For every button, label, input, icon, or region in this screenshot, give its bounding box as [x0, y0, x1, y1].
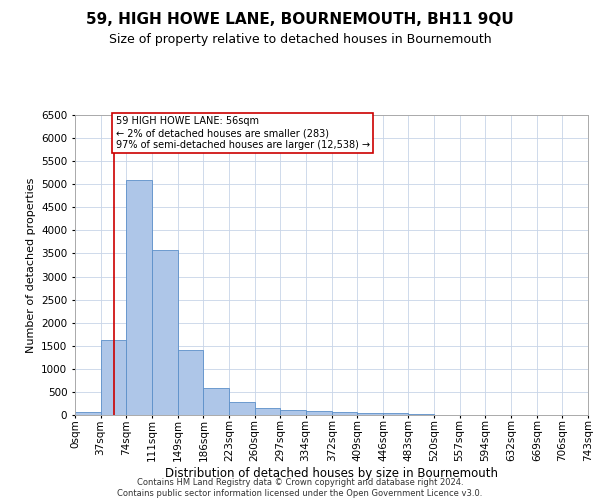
- X-axis label: Distribution of detached houses by size in Bournemouth: Distribution of detached houses by size …: [165, 467, 498, 480]
- Bar: [280, 410, 305, 415]
- Bar: [229, 402, 254, 415]
- Bar: [126, 180, 152, 415]
- Text: 59, HIGH HOWE LANE, BOURNEMOUTH, BH11 9QU: 59, HIGH HOWE LANE, BOURNEMOUTH, BH11 9Q…: [86, 12, 514, 28]
- Bar: [152, 250, 178, 415]
- Text: 59 HIGH HOWE LANE: 56sqm
← 2% of detached houses are smaller (283)
97% of semi-d: 59 HIGH HOWE LANE: 56sqm ← 2% of detache…: [116, 116, 370, 150]
- Bar: [101, 340, 126, 415]
- Bar: [305, 412, 332, 415]
- Bar: [203, 388, 229, 415]
- Bar: [358, 412, 383, 415]
- Bar: [383, 412, 409, 415]
- Bar: [254, 408, 280, 415]
- Bar: [75, 412, 101, 415]
- Bar: [332, 412, 358, 415]
- Text: Size of property relative to detached houses in Bournemouth: Size of property relative to detached ho…: [109, 32, 491, 46]
- Y-axis label: Number of detached properties: Number of detached properties: [26, 178, 35, 352]
- Text: Contains HM Land Registry data © Crown copyright and database right 2024.
Contai: Contains HM Land Registry data © Crown c…: [118, 478, 482, 498]
- Bar: [409, 414, 434, 415]
- Bar: [178, 350, 203, 415]
